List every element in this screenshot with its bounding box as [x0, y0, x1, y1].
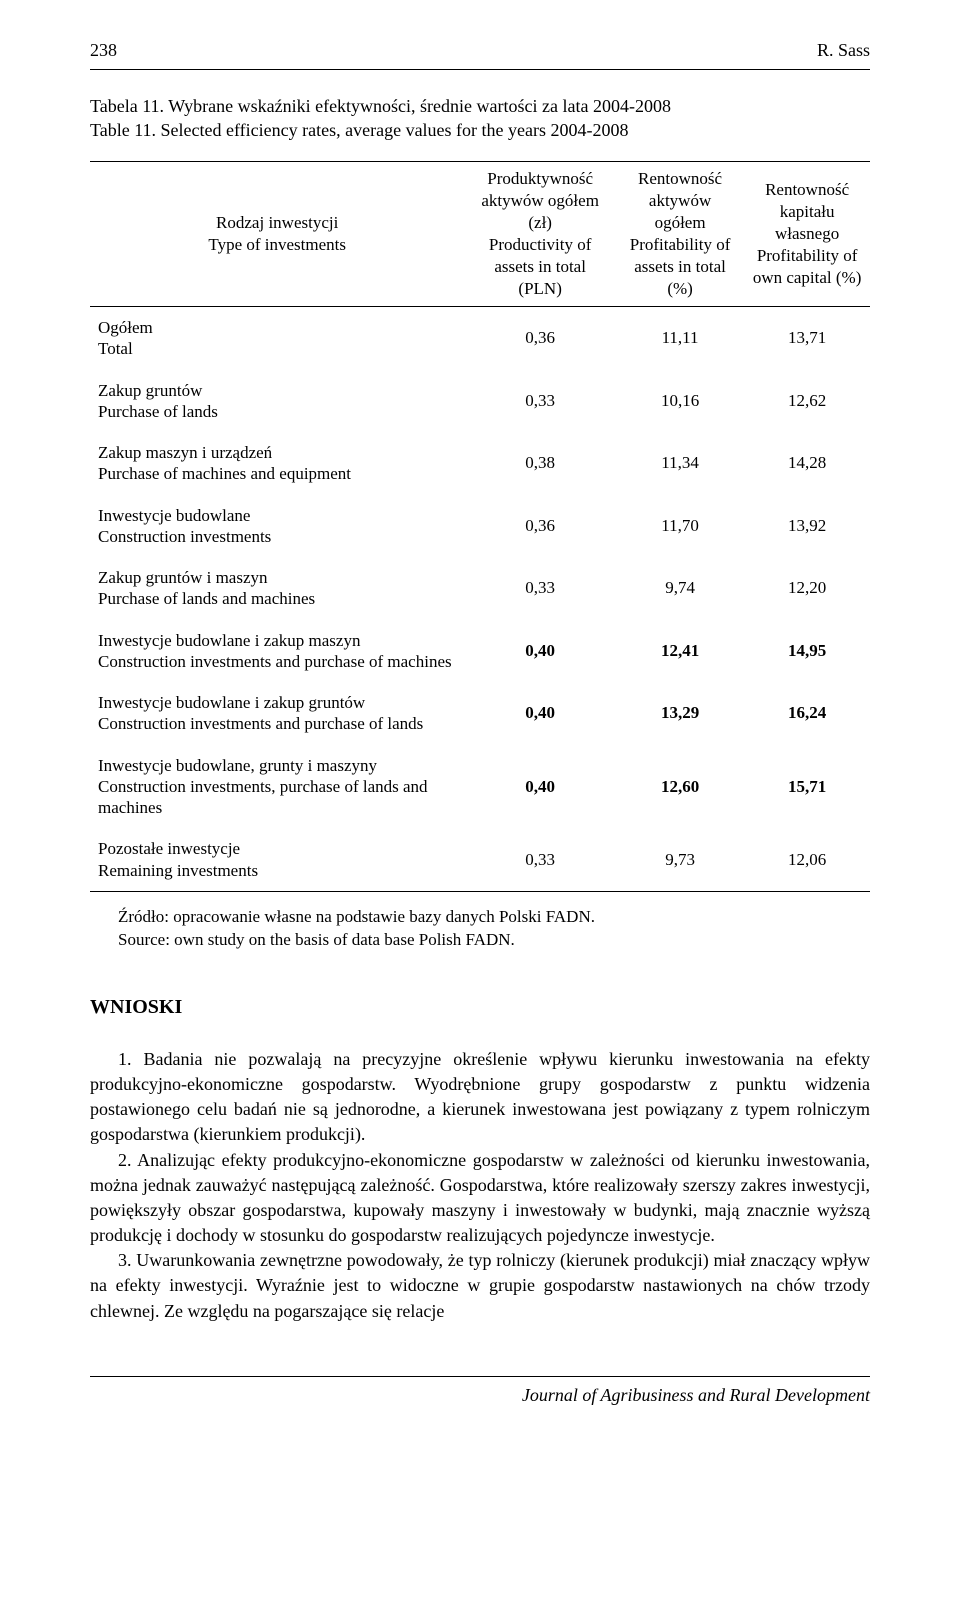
row-value: 13,71	[744, 307, 870, 370]
conclusion-paragraph-1: 1. Badania nie pozwalają na precyzyjne o…	[90, 1047, 870, 1148]
row-label-en: Construction investments and purchase of…	[98, 652, 452, 671]
row-value: 12,62	[744, 370, 870, 433]
row-value: 16,24	[744, 682, 870, 745]
table-row: Zakup maszyn i urządzeń Purchase of machi…	[90, 432, 870, 495]
footer-rule	[90, 1376, 870, 1377]
table-source: Źródło: opracowanie własne na podstawie …	[118, 906, 870, 952]
table-row: Zakup gruntów i maszyn Purchase of lands …	[90, 557, 870, 620]
row-label-en: Purchase of machines and equipment	[98, 464, 351, 483]
row-label-en: Purchase of lands	[98, 402, 218, 421]
conclusion-paragraph-2: 2. Analizując efekty produkcyjno-ekonomi…	[90, 1148, 870, 1249]
table-caption: Tabela 11. Wybrane wskaźniki efektywnośc…	[90, 94, 870, 143]
row-label-pl: Pozostałe inwestycje	[98, 839, 240, 858]
row-label: Pozostałe inwestycje Remaining investment…	[90, 828, 464, 891]
row-value: 10,16	[616, 370, 744, 433]
row-value: 9,74	[616, 557, 744, 620]
row-label-en: Purchase of lands and machines	[98, 589, 315, 608]
row-label: Zakup maszyn i urządzeń Purchase of machi…	[90, 432, 464, 495]
col-header-capital-profitability-en: Profitability of own capital (%)	[753, 246, 862, 287]
col-header-productivity-pl: Produktywność aktywów ogółem (zł)	[481, 169, 599, 232]
journal-footer: Journal of Agribusiness and Rural Develo…	[90, 1385, 870, 1406]
col-header-productivity-en: Productivity of assets in total (PLN)	[489, 235, 591, 298]
col-header-asset-profitability: Rentowność aktywów ogółem Profitability …	[616, 161, 744, 307]
col-header-type-pl: Rodzaj inwestycji	[216, 213, 338, 232]
col-header-capital-profitability: Rentowność kapitału własnego Profitabili…	[744, 161, 870, 307]
row-label: Inwestycje budowlane, grunty i maszyny Co…	[90, 745, 464, 829]
row-value: 0,36	[464, 307, 616, 370]
table-header-row: Rodzaj inwestycji Type of investments Pr…	[90, 161, 870, 307]
row-label-en: Construction investments, purchase of la…	[98, 777, 428, 817]
row-label-pl: Inwestycje budowlane	[98, 506, 250, 525]
row-value: 0,33	[464, 557, 616, 620]
row-label: Inwestycje budowlane i zakup maszyn Const…	[90, 620, 464, 683]
table-caption-pl: Tabela 11. Wybrane wskaźniki efektywnośc…	[90, 96, 671, 116]
table-source-pl: Źródło: opracowanie własne na podstawie …	[118, 907, 595, 926]
section-heading-conclusions: WNIOSKI	[90, 996, 870, 1019]
row-value: 11,34	[616, 432, 744, 495]
row-label-en: Construction investments	[98, 527, 271, 546]
table-row: Ogółem Total 0,3611,1113,71	[90, 307, 870, 370]
row-value: 0,33	[464, 370, 616, 433]
table-row: Pozostałe inwestycje Remaining investment…	[90, 828, 870, 891]
row-value: 0,40	[464, 682, 616, 745]
row-label: Zakup gruntów i maszyn Purchase of lands …	[90, 557, 464, 620]
row-value: 0,40	[464, 745, 616, 829]
row-label: Inwestycje budowlane i zakup gruntów Cons…	[90, 682, 464, 745]
row-value: 12,20	[744, 557, 870, 620]
table-source-en: Source: own study on the basis of data b…	[118, 930, 515, 949]
col-header-capital-profitability-pl: Rentowność kapitału własnego	[765, 180, 849, 243]
row-label: Zakup gruntów Purchase of lands	[90, 370, 464, 433]
col-header-asset-profitability-pl: Rentowność aktywów ogółem	[638, 169, 722, 232]
row-value: 12,60	[616, 745, 744, 829]
row-label-pl: Zakup gruntów i maszyn	[98, 568, 268, 587]
table-row: Inwestycje budowlane i zakup gruntów Cons…	[90, 682, 870, 745]
table-caption-en: Table 11. Selected efficiency rates, ave…	[90, 120, 629, 140]
row-value: 12,06	[744, 828, 870, 891]
row-value: 9,73	[616, 828, 744, 891]
conclusion-paragraph-3: 3. Uwarunkowania zewnętrzne powodowały, …	[90, 1248, 870, 1324]
row-value: 0,33	[464, 828, 616, 891]
row-label-pl: Zakup gruntów	[98, 381, 202, 400]
running-head-author: R. Sass	[817, 40, 870, 61]
efficiency-table: Rodzaj inwestycji Type of investments Pr…	[90, 161, 870, 892]
row-value: 13,92	[744, 495, 870, 558]
row-value: 11,70	[616, 495, 744, 558]
table-row: Inwestycje budowlane, grunty i maszyny Co…	[90, 745, 870, 829]
row-value: 15,71	[744, 745, 870, 829]
table-row: Inwestycje budowlane Construction investm…	[90, 495, 870, 558]
table-row: Inwestycje budowlane i zakup maszyn Const…	[90, 620, 870, 683]
row-value: 0,38	[464, 432, 616, 495]
row-label-en: Remaining investments	[98, 861, 258, 880]
running-head: 238 R. Sass	[90, 40, 870, 61]
page: 238 R. Sass Tabela 11. Wybrane wskaźniki…	[0, 0, 960, 1446]
col-header-type-en: Type of investments	[208, 235, 346, 254]
row-value: 14,95	[744, 620, 870, 683]
row-value: 14,28	[744, 432, 870, 495]
row-label-pl: Inwestycje budowlane i zakup maszyn	[98, 631, 360, 650]
row-label-en: Construction investments and purchase of…	[98, 714, 423, 733]
page-number: 238	[90, 40, 117, 61]
row-label-pl: Inwestycje budowlane, grunty i maszyny	[98, 756, 377, 775]
row-label-en: Total	[98, 339, 133, 358]
row-value: 12,41	[616, 620, 744, 683]
row-label-pl: Ogółem	[98, 318, 153, 337]
row-value: 0,36	[464, 495, 616, 558]
row-value: 0,40	[464, 620, 616, 683]
table-row: Zakup gruntów Purchase of lands 0,3310,161…	[90, 370, 870, 433]
row-value: 11,11	[616, 307, 744, 370]
row-label-pl: Inwestycje budowlane i zakup gruntów	[98, 693, 365, 712]
col-header-type: Rodzaj inwestycji Type of investments	[90, 161, 464, 307]
row-label: Ogółem Total	[90, 307, 464, 370]
row-label-pl: Zakup maszyn i urządzeń	[98, 443, 272, 462]
col-header-productivity: Produktywność aktywów ogółem (zł) Produc…	[464, 161, 616, 307]
row-value: 13,29	[616, 682, 744, 745]
row-label: Inwestycje budowlane Construction investm…	[90, 495, 464, 558]
header-rule	[90, 69, 870, 70]
col-header-asset-profitability-en: Profitability of assets in total (%)	[630, 235, 731, 298]
table-body: OgółemTotal0,3611,1113,71Zakup gruntówPu…	[90, 307, 870, 892]
